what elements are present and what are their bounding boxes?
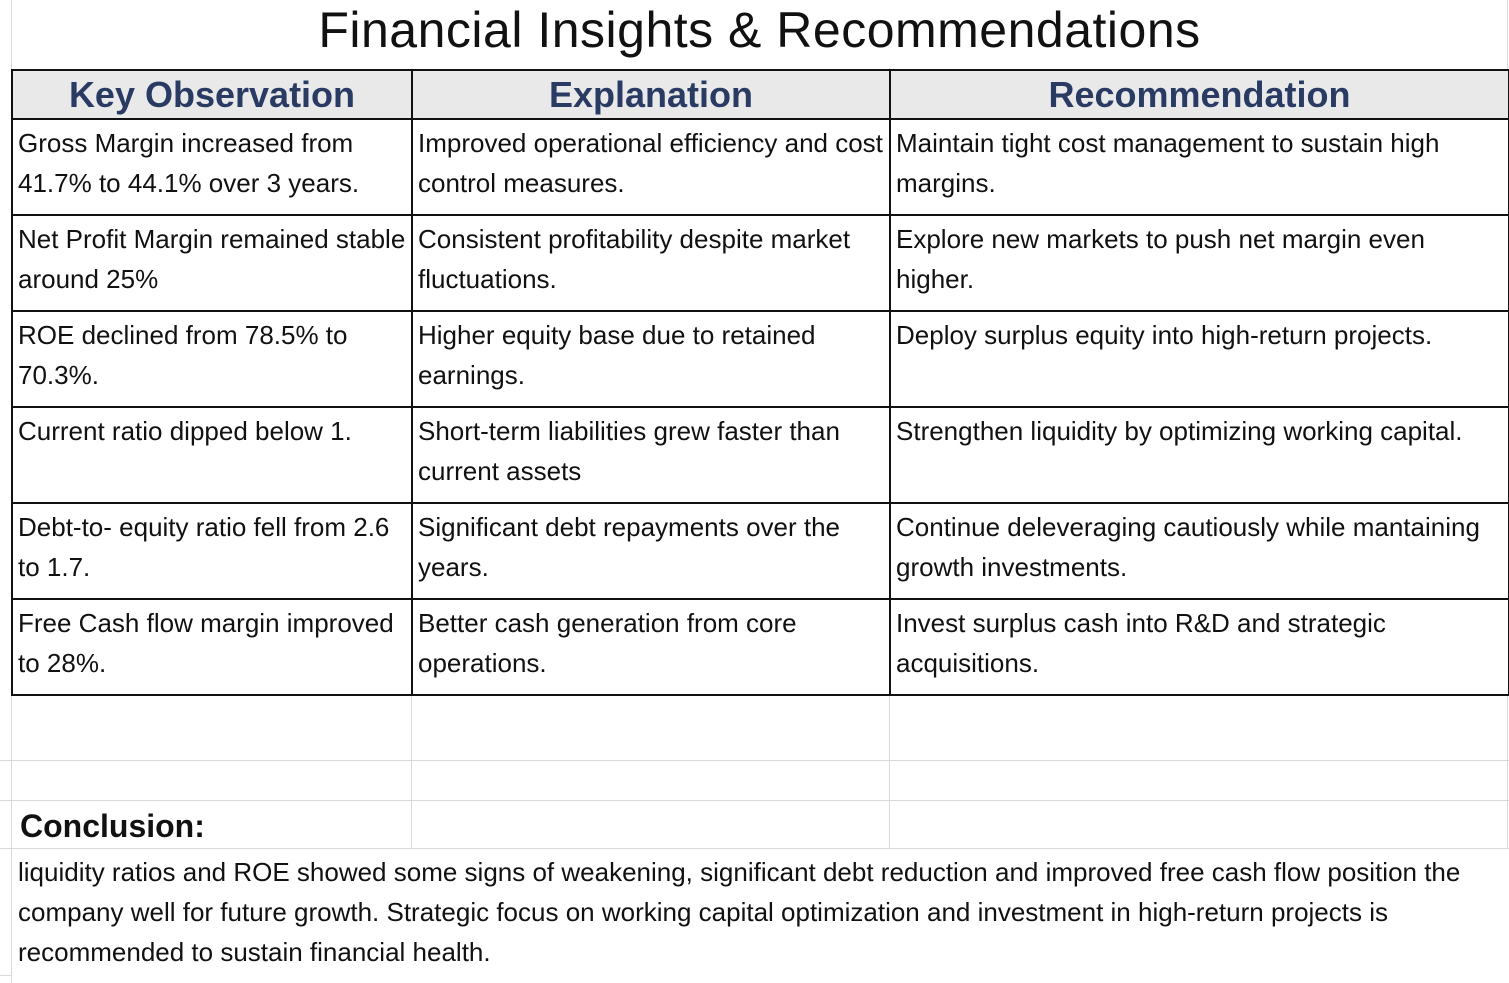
insights-table: Key Observation Explanation Recommendati… [11,69,1509,696]
recommendation-cell[interactable]: Invest surplus cash into R&D and strateg… [889,598,1509,696]
conclusion-label[interactable]: Conclusion: [20,808,205,844]
explanation-cell[interactable]: Consistent profitability despite market … [411,214,891,312]
header-key-observation[interactable]: Key Observation [11,69,413,120]
observation-cell[interactable]: Free Cash flow margin improved to 28%. [11,598,413,696]
grid-line [0,800,1509,801]
grid-line [0,760,1509,761]
observation-cell[interactable]: Debt-to- equity ratio fell from 2.6 to 1… [11,502,413,600]
table-header-row: Key Observation Explanation Recommendati… [11,69,1509,120]
grid-line [0,848,1509,849]
recommendation-cell[interactable]: Continue deleveraging cautiously while m… [889,502,1509,600]
conclusion-text: liquidity ratios and ROE showed some sig… [18,857,1461,967]
observation-cell[interactable]: Gross Margin increased from 41.7% to 44.… [11,118,413,216]
table-row: Gross Margin increased from 41.7% to 44.… [11,118,1509,216]
table-row: ROE declined from 78.5% to 70.3%. Higher… [11,310,1509,408]
explanation-cell[interactable]: Significant debt repayments over the yea… [411,502,891,600]
observation-cell[interactable]: ROE declined from 78.5% to 70.3%. [11,310,413,408]
explanation-cell[interactable]: Higher equity base due to retained earni… [411,310,891,408]
page-title: Financial Insights & Recommendations [12,0,1507,68]
observation-cell[interactable]: Net Profit Margin remained stable around… [11,214,413,312]
table-row: Current ratio dipped below 1. Short-term… [11,406,1509,504]
recommendation-cell[interactable]: Deploy surplus equity into high-return p… [889,310,1509,408]
recommendation-cell[interactable]: Explore new markets to push net margin e… [889,214,1509,312]
recommendation-cell[interactable]: Strengthen liquidity by optimizing worki… [889,406,1509,504]
table-row: Net Profit Margin remained stable around… [11,214,1509,312]
conclusion-cell[interactable] [12,849,1509,983]
explanation-cell[interactable]: Short-term liabilities grew faster than … [411,406,891,504]
recommendation-cell[interactable]: Maintain tight cost management to sustai… [889,118,1509,216]
table-row: Debt-to- equity ratio fell from 2.6 to 1… [11,502,1509,600]
explanation-cell[interactable]: Better cash generation from core operati… [411,598,891,696]
explanation-cell[interactable]: Improved operational efficiency and cost… [411,118,891,216]
observation-cell[interactable]: Current ratio dipped below 1. [11,406,413,504]
header-explanation[interactable]: Explanation [411,69,891,120]
header-recommendation[interactable]: Recommendation [889,69,1509,120]
table-row: Free Cash flow margin improved to 28%. B… [11,598,1509,696]
